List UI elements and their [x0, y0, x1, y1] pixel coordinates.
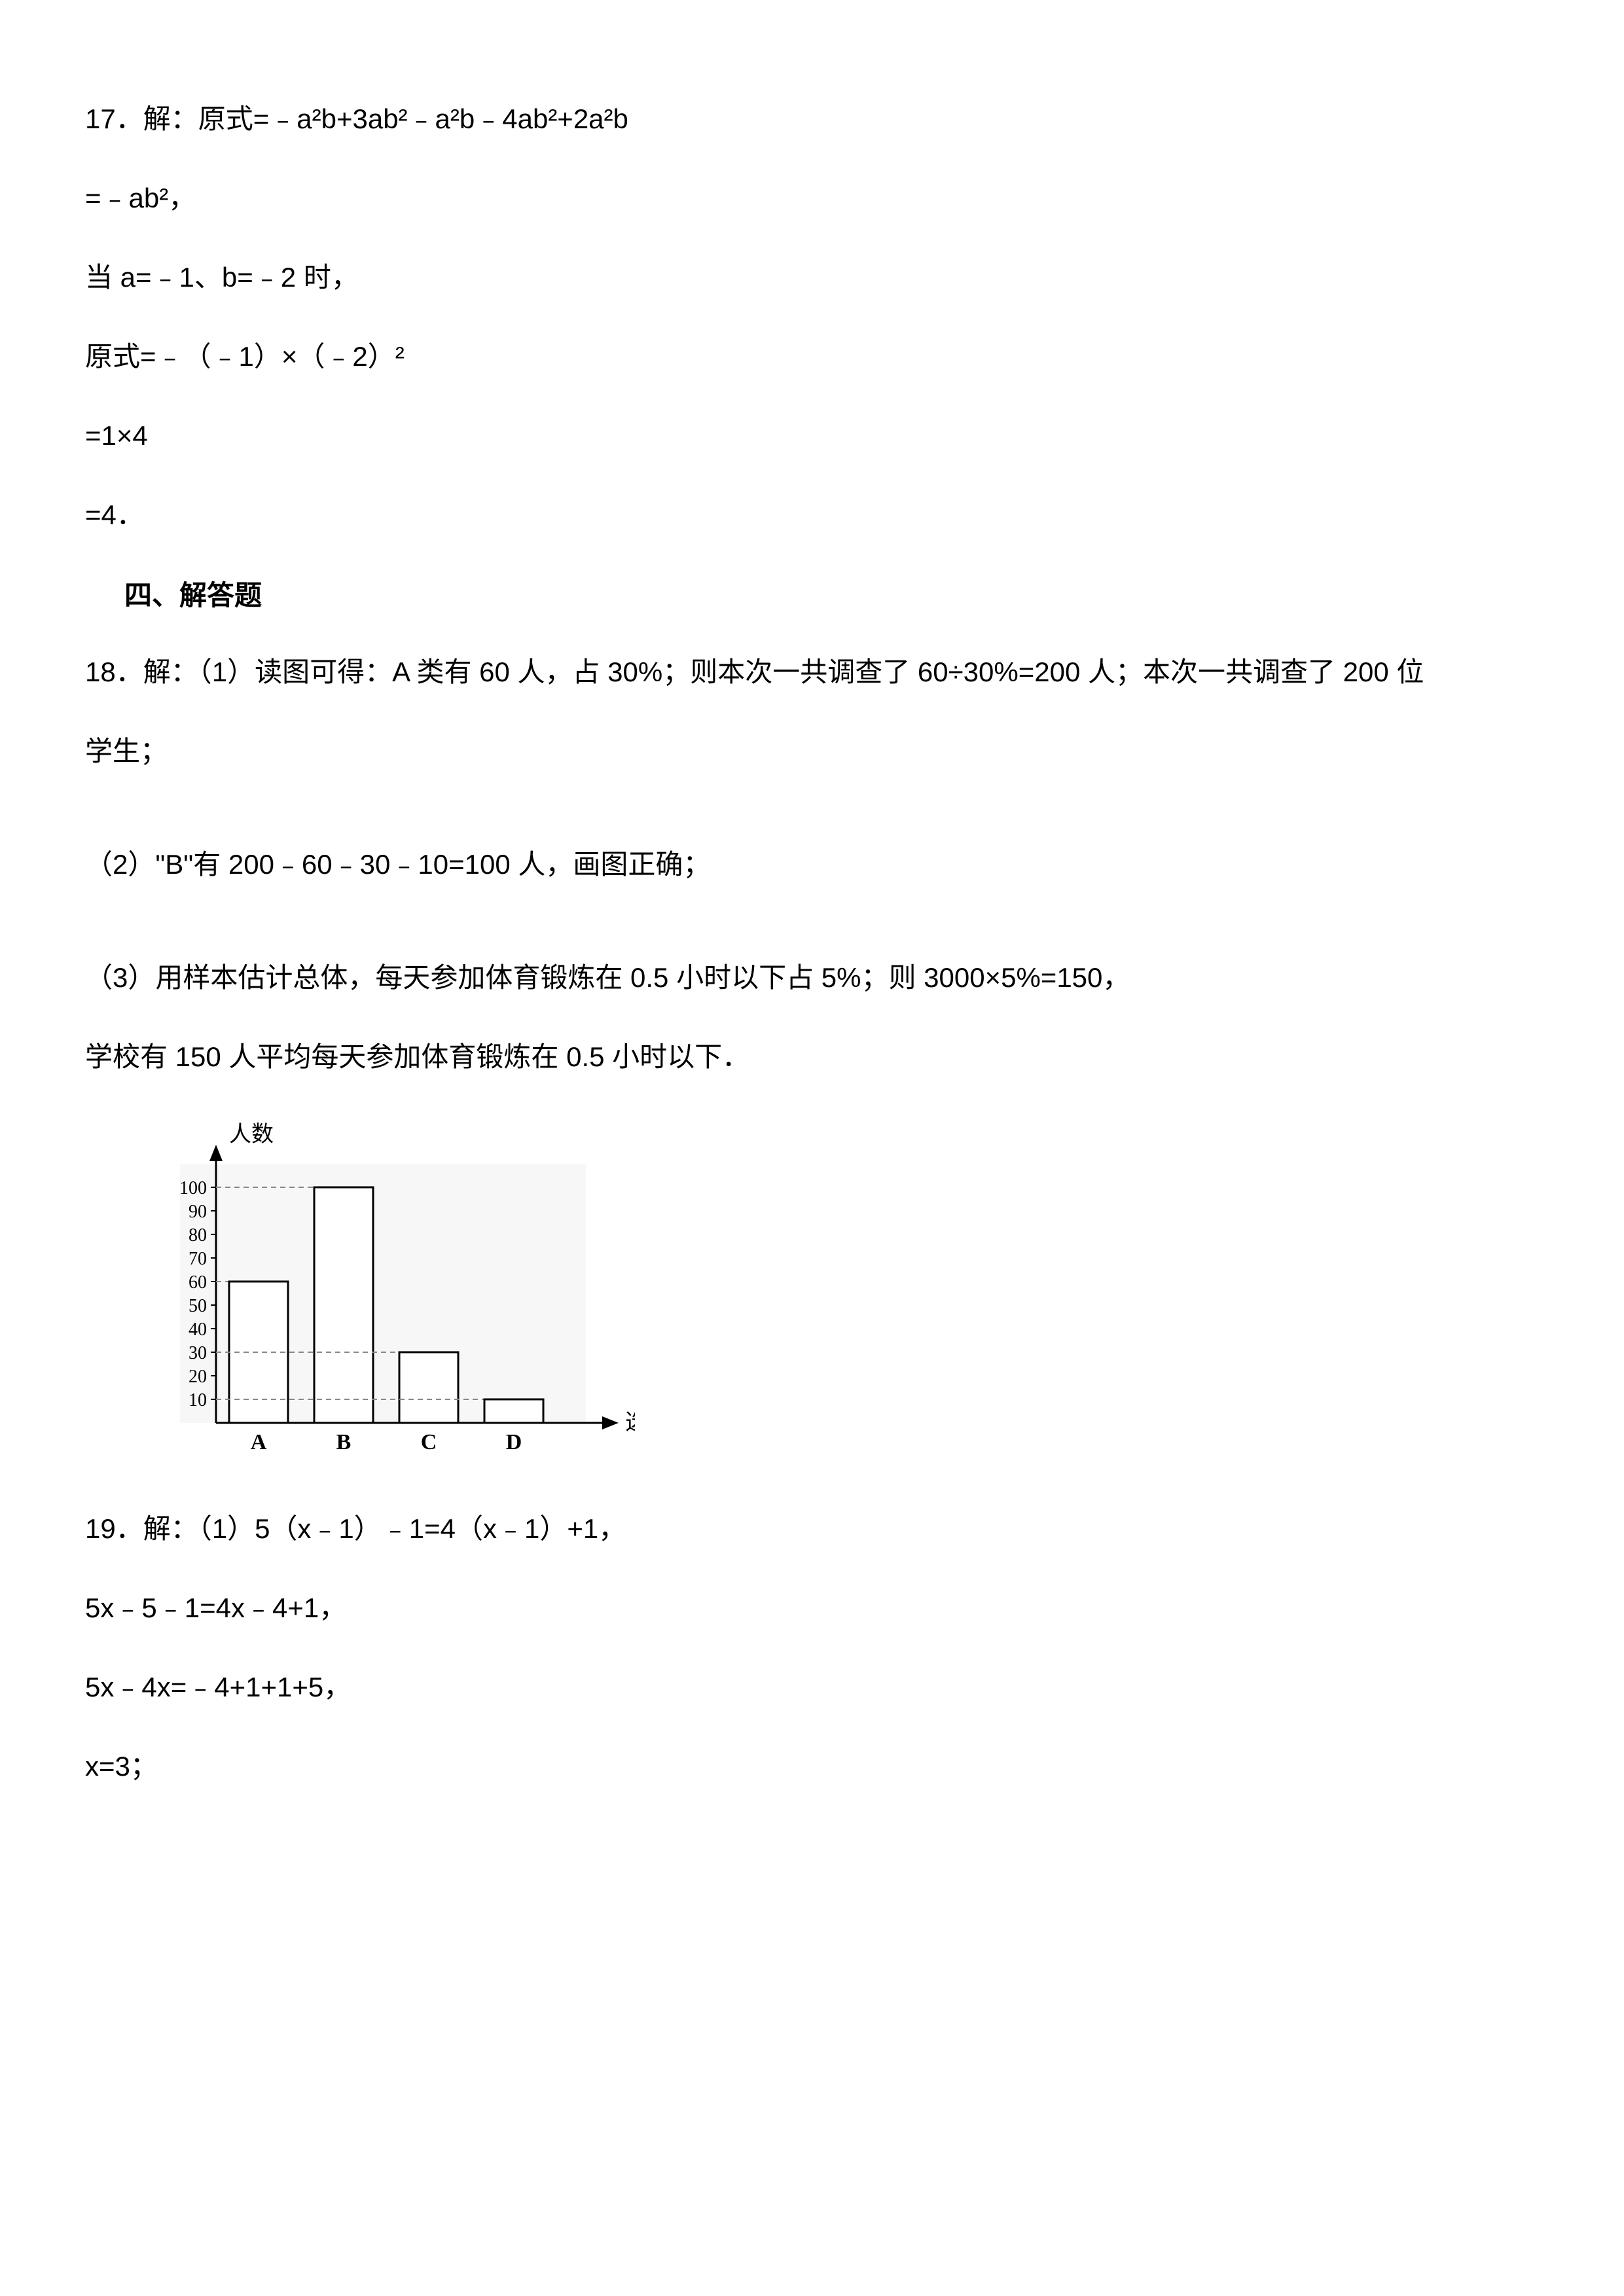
svg-text:10: 10 — [189, 1390, 207, 1410]
svg-text:选项: 选项 — [625, 1410, 635, 1435]
q19-line2: 5x﹣5﹣1=4x﹣4+1， — [85, 1587, 1539, 1628]
bar-chart: 10 20 30 40 50 60 70 80 90 100 人数选项 A B C D — [137, 1115, 1539, 1456]
q19-line3: 5x﹣4x=﹣4+1+1+5， — [85, 1666, 1539, 1708]
svg-text:20: 20 — [189, 1367, 207, 1387]
q17-line5: =1×4 — [85, 415, 1539, 456]
q17-line2: =﹣ab²， — [85, 177, 1539, 219]
q17-line6: =4． — [85, 494, 1539, 535]
q17-line4: 原式=﹣（﹣1）×（﹣2）² — [85, 336, 1539, 377]
svg-text:50: 50 — [189, 1296, 207, 1316]
q18-line2: 学生； — [85, 730, 1539, 772]
svg-text:100: 100 — [179, 1178, 207, 1198]
q18-line5: 学校有 150 人平均每天参加体育锻炼在 0.5 小时以下． — [85, 1036, 1539, 1077]
q18-line4: （3）用样本估计总体，每天参加体育锻炼在 0.5 小时以下占 5%；则 3000… — [85, 957, 1539, 998]
bar-chart-svg: 10 20 30 40 50 60 70 80 90 100 人数选项 A B C D — [137, 1115, 635, 1456]
section-4-header: 四、解答题 — [85, 573, 1539, 613]
q19-line4: x=3； — [85, 1746, 1539, 1787]
svg-text:D: D — [506, 1430, 522, 1454]
svg-text:人数: 人数 — [229, 1122, 274, 1147]
q18-line1: 18．解：（1）读图可得：A 类有 60 人，占 30%；则本次一共调查了 60… — [85, 651, 1539, 692]
svg-text:90: 90 — [189, 1202, 207, 1222]
svg-text:C: C — [421, 1430, 437, 1454]
q19-line1: 19．解：（1）5（x﹣1）﹣1=4（x﹣1）+1， — [85, 1508, 1539, 1549]
q17-line3: 当 a=﹣1、b=﹣2 时， — [85, 257, 1539, 298]
svg-text:A: A — [251, 1430, 267, 1454]
svg-text:40: 40 — [189, 1319, 207, 1340]
svg-text:80: 80 — [189, 1225, 207, 1246]
q18-line3: （2）"B"有 200﹣60﹣30﹣10=100 人，画图正确； — [85, 844, 1539, 885]
svg-text:30: 30 — [189, 1343, 207, 1363]
svg-text:B: B — [336, 1430, 352, 1454]
svg-text:60: 60 — [189, 1272, 207, 1293]
q17-line1: 17．解：原式=﹣a²b+3ab²﹣a²b﹣4ab²+2a²b — [85, 98, 1539, 139]
svg-text:70: 70 — [189, 1249, 207, 1269]
